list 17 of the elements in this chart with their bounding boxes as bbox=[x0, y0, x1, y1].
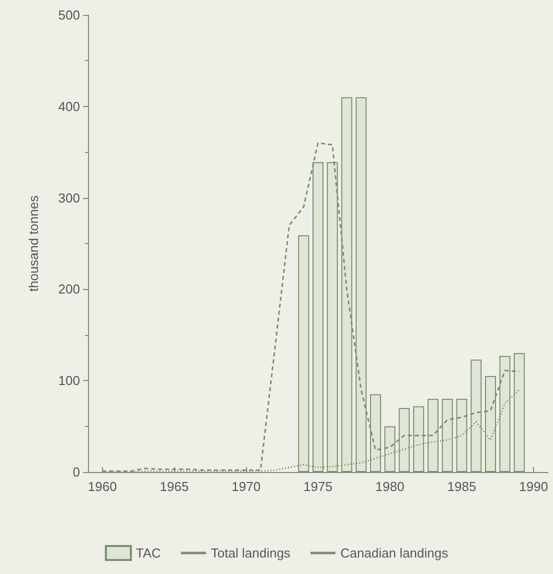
y-tick-label: 0 bbox=[72, 464, 80, 480]
y-axis-title: thousand tonnes bbox=[26, 194, 41, 292]
x-tick-label: 1960 bbox=[88, 479, 117, 494]
x-tick-label: 1985 bbox=[447, 479, 476, 494]
y-tick-label: 300 bbox=[58, 190, 80, 206]
y-tick-label: 200 bbox=[58, 282, 80, 297]
x-tick-label: 1965 bbox=[160, 479, 189, 494]
x-tick-label: 1970 bbox=[232, 479, 261, 494]
y-tick-label: 500 bbox=[58, 8, 80, 22]
y-tick-label: 100 bbox=[58, 373, 80, 388]
y-tick-label: 400 bbox=[58, 98, 80, 114]
legend-label: Canadian landings bbox=[340, 546, 449, 560]
x-tick-label: 1980 bbox=[375, 479, 404, 494]
legend-label: TAC bbox=[136, 546, 161, 560]
legend-label: Total landings bbox=[210, 546, 291, 560]
x-tick-label: 1990 bbox=[519, 479, 548, 494]
x-tick-label: 1975 bbox=[304, 479, 332, 494]
